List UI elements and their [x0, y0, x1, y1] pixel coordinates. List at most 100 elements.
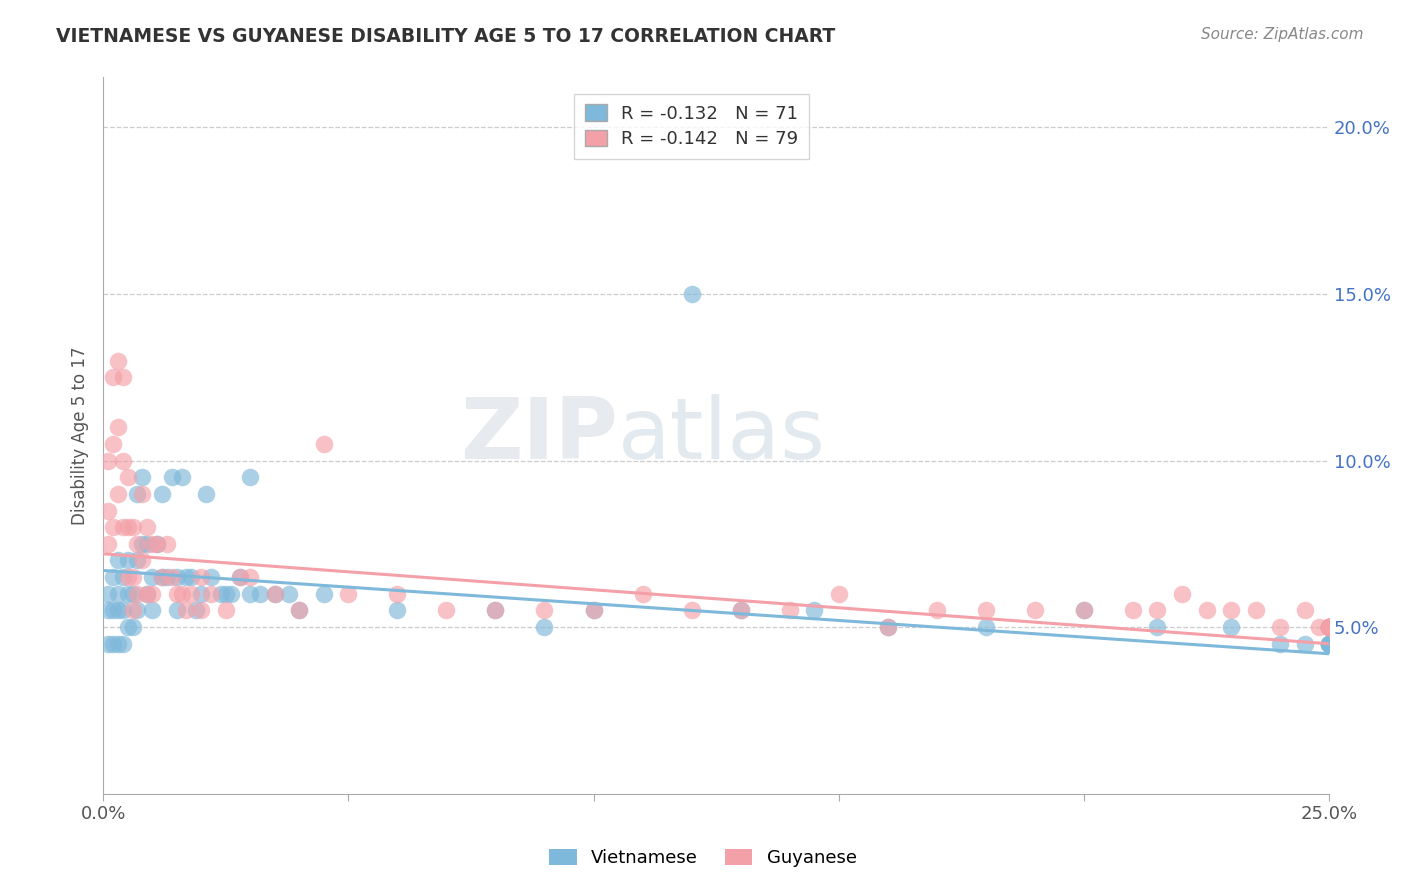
Point: [111, 453, 134, 467]
Point: [97, 537, 120, 551]
Point: [97, 637, 120, 651]
Point: [484, 603, 506, 617]
Point: [1268, 637, 1291, 651]
Point: [337, 587, 360, 601]
Point: [876, 620, 898, 634]
Point: [1317, 637, 1340, 651]
Point: [180, 587, 202, 601]
Point: [101, 603, 124, 617]
Point: [779, 603, 801, 617]
Point: [1195, 603, 1218, 617]
Point: [117, 553, 139, 567]
Point: [107, 603, 129, 617]
Point: [166, 587, 188, 601]
Point: [1073, 603, 1095, 617]
Point: [436, 603, 458, 617]
Point: [111, 603, 134, 617]
Point: [1294, 603, 1316, 617]
Point: [974, 603, 997, 617]
Point: [97, 603, 120, 617]
Point: [1308, 620, 1330, 634]
Point: [681, 603, 703, 617]
Point: [533, 620, 555, 634]
Point: [229, 570, 252, 584]
Point: [107, 587, 129, 601]
Point: [974, 620, 997, 634]
Point: [141, 570, 163, 584]
Point: [97, 453, 120, 467]
Point: [190, 570, 212, 584]
Point: [180, 570, 202, 584]
Point: [263, 587, 285, 601]
Point: [160, 570, 183, 584]
Point: [136, 520, 159, 534]
Point: [582, 603, 605, 617]
Point: [156, 570, 179, 584]
Point: [1317, 620, 1340, 634]
Point: [101, 520, 124, 534]
Point: [186, 603, 208, 617]
Point: [1146, 620, 1168, 634]
Point: [828, 587, 851, 601]
Point: [146, 537, 169, 551]
Point: [1317, 637, 1340, 651]
Point: [219, 587, 242, 601]
Point: [160, 470, 183, 484]
Point: [111, 520, 134, 534]
Point: [387, 587, 409, 601]
Point: [121, 520, 143, 534]
Point: [1317, 620, 1340, 634]
Point: [1220, 603, 1243, 617]
Point: [249, 587, 271, 601]
Point: [239, 570, 262, 584]
Point: [278, 587, 301, 601]
Point: [131, 537, 153, 551]
Point: [1294, 637, 1316, 651]
Point: [166, 603, 188, 617]
Point: [312, 437, 335, 451]
Point: [101, 637, 124, 651]
Point: [141, 603, 163, 617]
Point: [1317, 620, 1340, 634]
Point: [1317, 637, 1340, 651]
Point: [1268, 620, 1291, 634]
Point: [200, 587, 222, 601]
Point: [111, 370, 134, 384]
Point: [121, 570, 143, 584]
Point: [127, 587, 149, 601]
Point: [1146, 603, 1168, 617]
Point: [533, 603, 555, 617]
Point: [150, 487, 173, 501]
Point: [195, 487, 218, 501]
Point: [387, 603, 409, 617]
Point: [117, 620, 139, 634]
Point: [131, 487, 153, 501]
Point: [1317, 620, 1340, 634]
Point: [117, 520, 139, 534]
Point: [1317, 620, 1340, 634]
Point: [1024, 603, 1046, 617]
Point: [239, 470, 262, 484]
Point: [150, 570, 173, 584]
Point: [730, 603, 752, 617]
Point: [107, 420, 129, 434]
Point: [1317, 637, 1340, 651]
Text: atlas: atlas: [619, 394, 827, 477]
Point: [127, 553, 149, 567]
Point: [1317, 620, 1340, 634]
Point: [1317, 620, 1340, 634]
Point: [1317, 620, 1340, 634]
Point: [101, 570, 124, 584]
Text: ZIP: ZIP: [460, 394, 619, 477]
Point: [117, 470, 139, 484]
Point: [200, 570, 222, 584]
Point: [681, 287, 703, 301]
Point: [215, 603, 238, 617]
Y-axis label: Disability Age 5 to 17: Disability Age 5 to 17: [72, 346, 89, 524]
Point: [97, 587, 120, 601]
Point: [101, 437, 124, 451]
Text: VIETNAMESE VS GUYANESE DISABILITY AGE 5 TO 17 CORRELATION CHART: VIETNAMESE VS GUYANESE DISABILITY AGE 5 …: [56, 27, 835, 45]
Point: [131, 470, 153, 484]
Point: [288, 603, 311, 617]
Point: [107, 353, 129, 368]
